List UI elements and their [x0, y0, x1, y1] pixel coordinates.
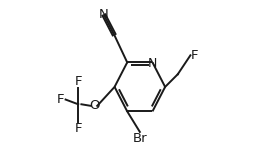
Text: F: F [74, 122, 82, 135]
Text: F: F [191, 49, 198, 62]
Text: F: F [57, 93, 65, 106]
Text: N: N [99, 8, 108, 21]
Text: F: F [74, 75, 82, 88]
Text: N: N [148, 57, 157, 70]
Text: Br: Br [133, 132, 147, 145]
Text: O: O [89, 99, 99, 112]
